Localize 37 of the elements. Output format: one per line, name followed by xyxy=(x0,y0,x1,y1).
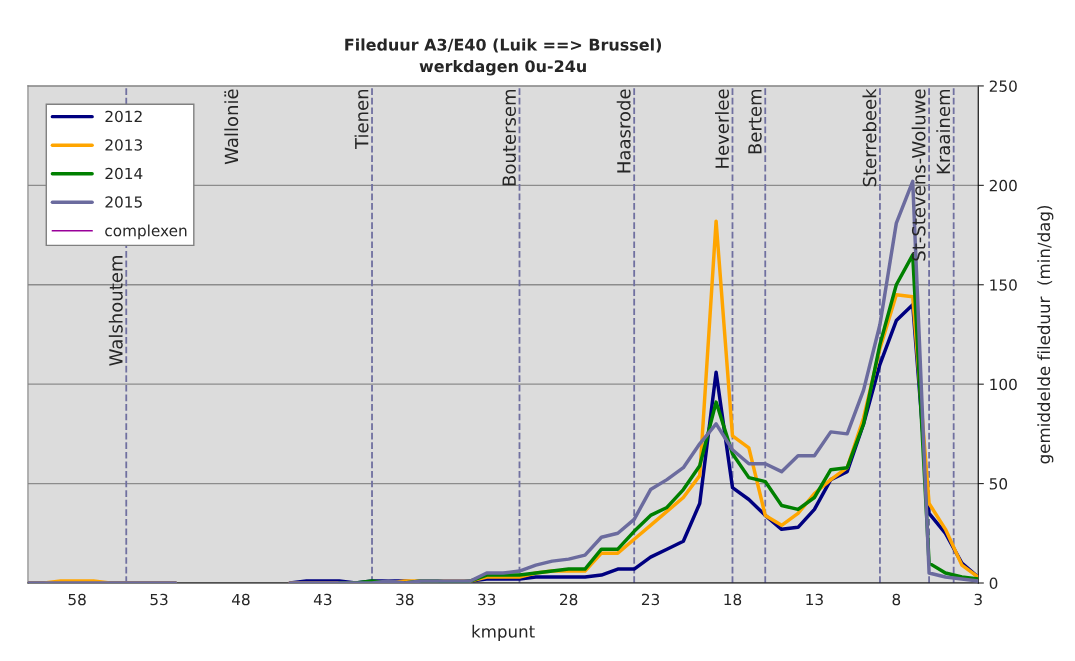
x-tick-label: 8 xyxy=(892,593,901,606)
legend-label: 2013 xyxy=(105,139,142,151)
x-tick-label: 18 xyxy=(724,593,742,606)
x-axis-title: kmpunt xyxy=(472,624,535,641)
ref-line-label: Bertem xyxy=(748,89,762,154)
ref-line-label: Haasrode xyxy=(616,89,631,173)
annotation: Wallonië xyxy=(224,89,239,165)
x-tick-label: 28 xyxy=(560,593,578,606)
x-tick-label: 13 xyxy=(806,593,823,606)
x-tick-label: 38 xyxy=(396,593,414,606)
ref-line-label: St-Stevens-Woluwe xyxy=(911,89,926,261)
x-tick-label: 23 xyxy=(641,593,660,606)
ref-line-label: Heverlee xyxy=(715,89,729,168)
chart-subtitle: werkdagen 0u-24u xyxy=(419,59,586,76)
legend-label: 2012 xyxy=(105,110,142,123)
x-tick-label: 3 xyxy=(974,593,982,606)
ref-line-label: Walshoutem xyxy=(108,256,123,366)
legend-label: 2014 xyxy=(105,167,143,180)
y-tick-label: 50 xyxy=(989,478,1008,490)
ref-line-label: Tienen xyxy=(354,89,369,150)
y-tick-label: 150 xyxy=(990,279,1017,291)
chart-title: Fileduur A3/E40 (Luik ==> Brussel) xyxy=(345,38,662,53)
y-tick-label: 100 xyxy=(990,378,1017,391)
x-tick-label: 33 xyxy=(478,593,496,606)
y-axis-title: gemiddelde fileduur (min/dag) xyxy=(1037,205,1054,464)
ref-line-label: Kraainem xyxy=(936,89,951,174)
legend-label: 2015 xyxy=(105,196,142,208)
y-tick-label: 0 xyxy=(989,577,998,590)
legend-label: complexen xyxy=(105,224,187,240)
x-tick-label: 58 xyxy=(68,593,86,606)
y-tick-label: 200 xyxy=(989,179,1017,192)
ref-line-label: Boutersem xyxy=(502,89,516,186)
ref-line-label: Sterrebeek xyxy=(862,88,877,187)
y-tick-label: 250 xyxy=(989,80,1017,92)
x-tick-label: 53 xyxy=(150,593,168,606)
x-tick-label: 43 xyxy=(313,593,332,606)
x-tick-label: 48 xyxy=(231,593,250,606)
